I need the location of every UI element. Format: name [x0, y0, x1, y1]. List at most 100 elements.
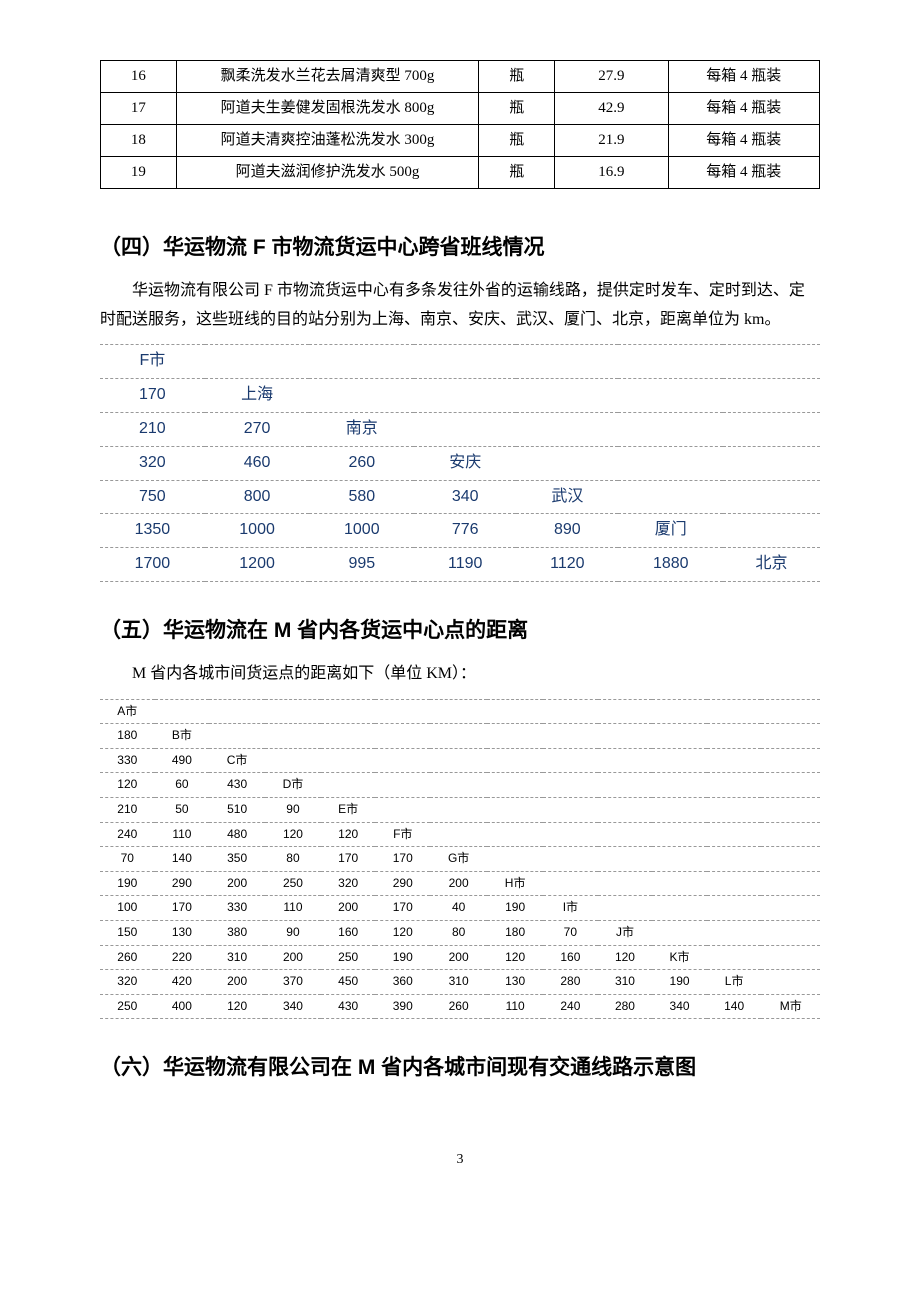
table-row: 320420200370450360310130280310190L市: [100, 970, 820, 995]
distance-cell: 1700: [100, 548, 205, 582]
distance-cell: I市: [543, 896, 598, 921]
distance-cell: [155, 699, 210, 724]
distance-cell: 120: [321, 822, 376, 847]
table-row: 260220310200250190200120160120K市: [100, 945, 820, 970]
distance-cell: [707, 699, 762, 724]
distance-cell: [430, 699, 487, 724]
distance-cell: [723, 446, 820, 480]
distance-cell: [375, 699, 430, 724]
distance-cell: 150: [100, 920, 155, 945]
distance-cell: K市: [652, 945, 707, 970]
distance-cell: 320: [100, 446, 205, 480]
distance-cell: 170: [155, 896, 210, 921]
distance-cell: [414, 345, 516, 379]
section-4-para: 华运物流有限公司 F 市物流货运中心有多条发往外省的运输线路，提供定时发车、定时…: [100, 277, 820, 335]
distance-cell: [761, 797, 820, 822]
distance-cell: 890: [516, 514, 618, 548]
distance-cell: 450: [321, 970, 376, 995]
distance-cell: 380: [209, 920, 265, 945]
distance-cell: [430, 724, 487, 749]
distance-cell: 330: [209, 896, 265, 921]
cell-price: 16.9: [555, 157, 669, 189]
cell-id: 18: [101, 125, 177, 157]
distance-cell: 200: [430, 945, 487, 970]
distance-cell: [652, 773, 707, 798]
distance-cell: 250: [100, 994, 155, 1019]
distance-cell: [723, 514, 820, 548]
cell-unit: 瓶: [479, 61, 555, 93]
distance-cell: [761, 970, 820, 995]
distance-cell: 50: [155, 797, 210, 822]
distance-cell: [652, 748, 707, 773]
table-row: A市: [100, 699, 820, 724]
distance-cell: [487, 797, 543, 822]
distance-cell: [543, 797, 598, 822]
distance-cell: [707, 871, 762, 896]
table-row: 170上海: [100, 379, 820, 413]
distance-cell: [321, 724, 376, 749]
distance-cell: 320: [100, 970, 155, 995]
distance-cell: [598, 773, 653, 798]
distance-cell: [543, 822, 598, 847]
distance-cell: [761, 847, 820, 872]
distance-cell: 430: [321, 994, 376, 1019]
table-row: 250400120340430390260110240280340140M市: [100, 994, 820, 1019]
distance-cell: [761, 871, 820, 896]
intra-province-distance-table: A市180B市330490C市12060430D市2105051090E市240…: [100, 699, 820, 1020]
distance-cell: 260: [309, 446, 414, 480]
distance-cell: 210: [100, 797, 155, 822]
distance-cell: 370: [265, 970, 321, 995]
distance-cell: [487, 699, 543, 724]
distance-cell: 70: [543, 920, 598, 945]
distance-cell: 220: [155, 945, 210, 970]
distance-cell: [618, 412, 723, 446]
distance-cell: 130: [487, 970, 543, 995]
distance-cell: [516, 446, 618, 480]
distance-cell: 580: [309, 480, 414, 514]
distance-cell: 170: [375, 896, 430, 921]
distance-cell: [761, 748, 820, 773]
table-row: 240110480120120F市: [100, 822, 820, 847]
distance-cell: 290: [375, 871, 430, 896]
distance-cell: 190: [652, 970, 707, 995]
distance-cell: 140: [707, 994, 762, 1019]
distance-cell: F市: [375, 822, 430, 847]
distance-cell: 120: [209, 994, 265, 1019]
distance-cell: [761, 773, 820, 798]
distance-cell: [543, 699, 598, 724]
distance-cell: 250: [321, 945, 376, 970]
distance-cell: 260: [100, 945, 155, 970]
table-row: 12060430D市: [100, 773, 820, 798]
distance-cell: [761, 896, 820, 921]
table-row: F市: [100, 345, 820, 379]
cell-id: 19: [101, 157, 177, 189]
distance-cell: 1000: [309, 514, 414, 548]
distance-cell: [652, 797, 707, 822]
table-row: 17001200995119011201880北京: [100, 548, 820, 582]
distance-cell: 190: [375, 945, 430, 970]
table-row: 190290200250320290200H市: [100, 871, 820, 896]
distance-cell: [598, 724, 653, 749]
cell-pack: 每箱 4 瓶装: [668, 125, 819, 157]
distance-cell: 430: [209, 773, 265, 798]
distance-cell: 90: [265, 920, 321, 945]
cell-unit: 瓶: [479, 157, 555, 189]
distance-cell: [707, 724, 762, 749]
distance-cell: [723, 379, 820, 413]
distance-cell: 120: [265, 822, 321, 847]
distance-cell: [543, 748, 598, 773]
distance-cell: 310: [209, 945, 265, 970]
section-5-title: （五）华运物流在 M 省内各货运中心点的距离: [100, 612, 820, 650]
distance-cell: G市: [430, 847, 487, 872]
distance-cell: 100: [100, 896, 155, 921]
distance-cell: [707, 920, 762, 945]
distance-cell: [265, 724, 321, 749]
distance-cell: [761, 724, 820, 749]
distance-cell: 170: [321, 847, 376, 872]
distance-cell: [652, 822, 707, 847]
distance-cell: [652, 699, 707, 724]
distance-cell: 310: [430, 970, 487, 995]
distance-cell: [598, 847, 653, 872]
distance-cell: 200: [321, 896, 376, 921]
distance-cell: [516, 412, 618, 446]
